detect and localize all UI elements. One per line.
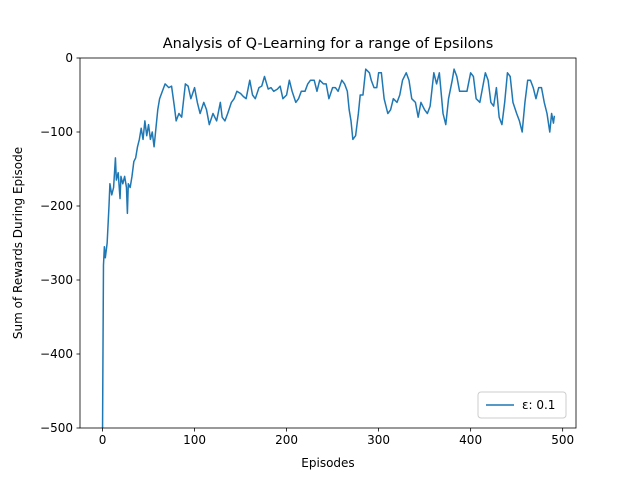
x-axis-label: Episodes [301, 456, 354, 470]
y-tick-label: 0 [65, 51, 73, 65]
x-tick-label: 400 [459, 433, 482, 447]
x-tick-label: 500 [551, 433, 574, 447]
legend-box [477, 391, 567, 419]
x-tick-label: 200 [275, 433, 298, 447]
y-tick-label: −100 [40, 125, 73, 139]
y-tick-label: −400 [40, 347, 73, 361]
y-axis-label: Sum of Rewards During Episode [11, 147, 25, 339]
x-tick-label: 300 [367, 433, 390, 447]
plot-frame [79, 57, 577, 429]
legend-label: ε: 0.1 [522, 398, 555, 412]
x-tick-label: 100 [183, 433, 206, 447]
chart-title: Analysis of Q-Learning for a range of Ep… [163, 36, 494, 52]
data-line [101, 68, 556, 429]
y-tick-label: −200 [40, 199, 73, 213]
x-tick-label: 0 [99, 433, 107, 447]
y-tick-label: −300 [40, 273, 73, 287]
y-tick-label: −500 [40, 421, 73, 435]
